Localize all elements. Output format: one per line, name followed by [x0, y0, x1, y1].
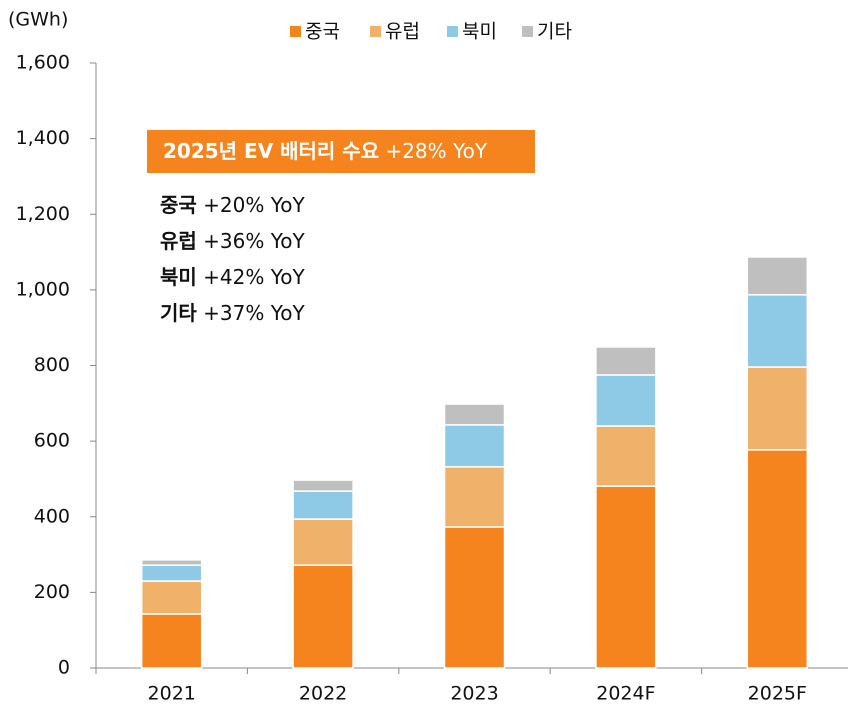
annotation-bold: 북미 [160, 265, 197, 289]
legend-label: 중국 [305, 21, 340, 43]
bar-segment [292, 490, 354, 520]
x-tick-label: 2022 [299, 683, 347, 705]
x-tick-label: 2024F [596, 683, 655, 705]
bar-segment [443, 526, 506, 669]
bar-segment [595, 346, 657, 376]
legend-swatch [290, 26, 301, 37]
annotation: 북미 +42% YoY [160, 265, 306, 289]
headline-bold: 2025년 EV 배터리 수요 [163, 139, 379, 163]
headline-box [147, 130, 535, 173]
annotation-text: +42% YoY [203, 265, 305, 289]
bar-segment [140, 613, 203, 669]
headline: 2025년 EV 배터리 수요 +28% YoY [163, 139, 488, 163]
annotation-text: +37% YoY [203, 301, 305, 325]
y-tick-label: 600 [34, 430, 70, 452]
x-tick-label: 2021 [148, 683, 196, 705]
bar-segment [140, 580, 203, 615]
annotation: 중국 +20% YoY [160, 193, 306, 217]
bar-segment [746, 256, 809, 296]
bar-segment [443, 466, 506, 528]
y-axis-label: (GWh) [8, 9, 68, 31]
bar-segment [746, 449, 809, 669]
legend-swatch [522, 26, 533, 37]
bar-segment [292, 518, 354, 566]
annotation-text: +36% YoY [203, 229, 305, 253]
y-tick-label: 400 [34, 505, 70, 527]
y-tick-label: 1,200 [16, 203, 70, 225]
y-tick-label: 1,600 [16, 52, 70, 74]
legend-swatch [370, 26, 381, 37]
bar-segment [595, 374, 657, 427]
annotation: 기타 +37% YoY [160, 301, 306, 325]
y-tick-label: 1,000 [16, 278, 70, 300]
bar-segment [292, 479, 354, 492]
bar-segment [140, 564, 203, 582]
bar-segment [746, 294, 809, 368]
bar-segment [746, 366, 809, 451]
annotation-bold: 유럽 [160, 229, 197, 253]
bar-segment [140, 559, 203, 566]
bar-segment [443, 403, 506, 426]
bar-segment [595, 485, 657, 669]
y-tick-label: 1,400 [16, 127, 70, 149]
y-tick-label: 800 [34, 354, 70, 376]
legend-label: 유럽 [385, 21, 420, 43]
legend-label: 기타 [537, 21, 572, 43]
annotation-bold: 중국 [160, 193, 197, 217]
y-tick-label: 0 [58, 657, 70, 679]
headline-text: +28% YoY [385, 139, 487, 163]
x-tick-label: 2023 [450, 683, 498, 705]
annotation: 유럽 +36% YoY [160, 229, 306, 253]
legend-swatch [447, 26, 458, 37]
y-tick-label: 200 [34, 581, 70, 603]
bar-segment [443, 424, 506, 468]
annotation-bold: 기타 [160, 301, 197, 325]
annotation-text: +20% YoY [203, 193, 305, 217]
legend-label: 북미 [462, 21, 497, 43]
x-tick-label: 2025F [748, 683, 807, 705]
bar-segment [292, 564, 354, 669]
bar-segment [595, 425, 657, 487]
